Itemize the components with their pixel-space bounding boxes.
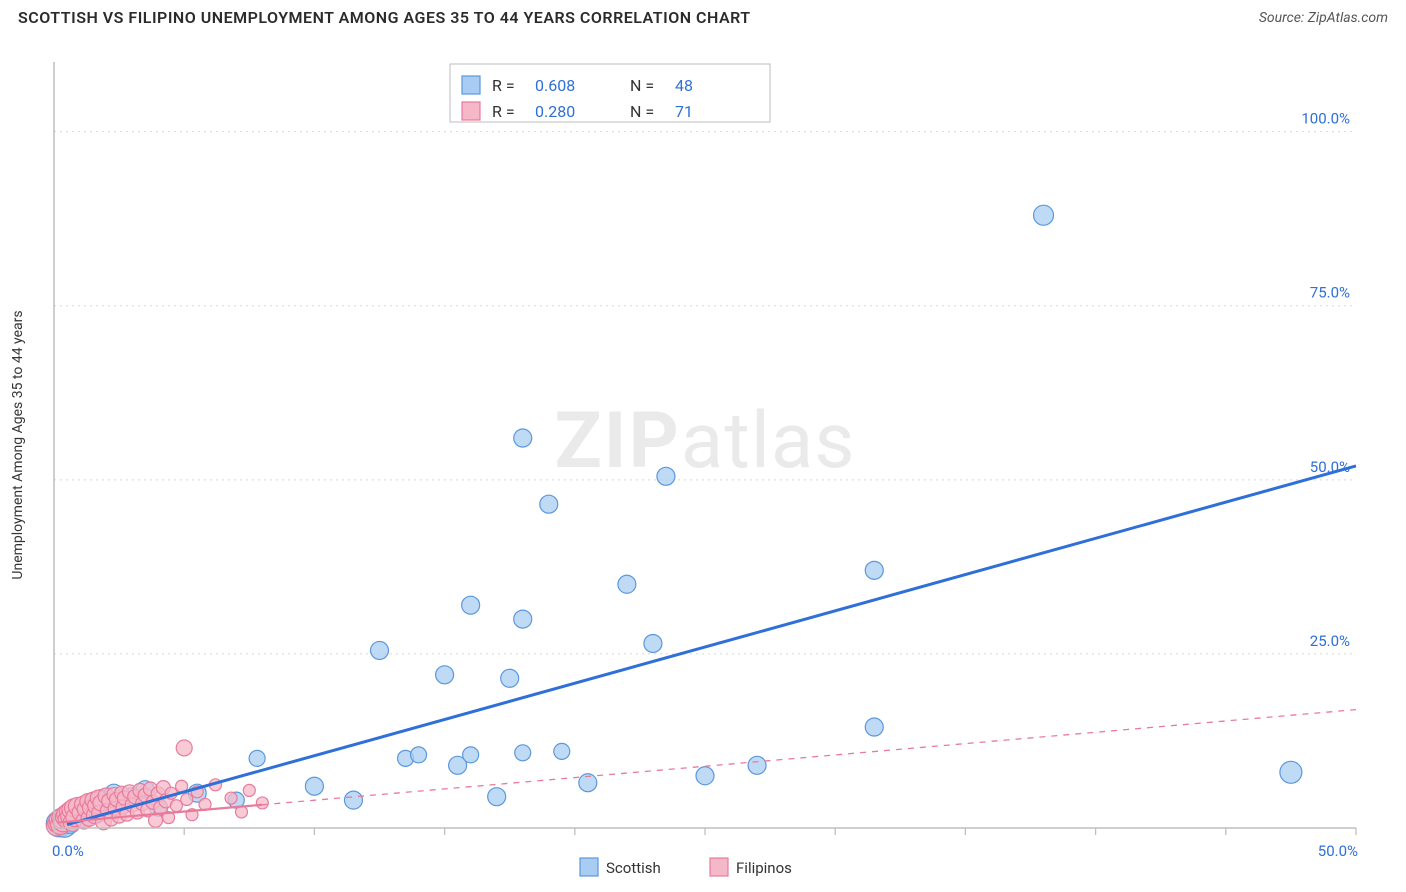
scatter-point <box>243 784 255 796</box>
stats-n-label: N = <box>630 76 654 95</box>
scatter-point <box>436 666 454 684</box>
x-tick-label: 50.0% <box>1318 842 1358 860</box>
source-prefix: Source: <box>1259 10 1308 26</box>
chart-title: SCOTTISH VS FILIPINO UNEMPLOYMENT AMONG … <box>18 8 751 27</box>
stats-r-label: R = <box>492 102 515 121</box>
scatter-point <box>1280 761 1302 783</box>
stats-n-label: N = <box>630 102 654 121</box>
legend-swatch <box>462 102 480 120</box>
scatter-point <box>463 747 479 763</box>
scatter-point <box>554 743 570 759</box>
correlation-scatter-chart: 25.0%50.0%75.0%100.0%ZIPatlas0.0%50.0%Un… <box>0 36 1406 892</box>
scatter-point <box>256 797 268 809</box>
x-tick-label: 0.0% <box>52 842 84 860</box>
scatter-point <box>696 767 714 785</box>
stats-n-value: 48 <box>675 76 693 95</box>
scatter-point <box>540 495 558 513</box>
scatter-point <box>514 429 532 447</box>
y-tick-label: 75.0% <box>1310 284 1350 302</box>
scatter-point <box>865 718 883 736</box>
source-name: ZipAtlas.com <box>1308 10 1388 26</box>
bottom-legend-swatch <box>580 858 598 876</box>
scatter-point <box>371 641 389 659</box>
stats-r-value: 0.608 <box>535 76 575 95</box>
scatter-point <box>748 756 766 774</box>
scatter-point <box>1034 205 1054 225</box>
scatter-point <box>305 777 323 795</box>
scatter-point <box>515 745 531 761</box>
scatter-point <box>344 791 362 809</box>
y-axis-title: Unemployment Among Ages 35 to 44 years <box>10 310 26 579</box>
legend-swatch <box>462 76 480 94</box>
scatter-point <box>249 750 265 766</box>
scatter-point <box>618 575 636 593</box>
source-label: Source: ZipAtlas.com <box>1259 10 1388 26</box>
scatter-point <box>501 669 519 687</box>
bottom-legend-swatch <box>710 858 728 876</box>
scatter-point <box>657 467 675 485</box>
scatter-point <box>644 634 662 652</box>
stats-r-value: 0.280 <box>535 102 575 121</box>
scatter-point <box>462 596 480 614</box>
watermark: ZIPatlas <box>554 396 855 487</box>
stats-n-value: 71 <box>675 102 693 121</box>
y-tick-label: 25.0% <box>1310 632 1350 650</box>
y-tick-label: 100.0% <box>1301 110 1350 128</box>
scatter-point <box>488 788 506 806</box>
scatter-point <box>176 740 192 756</box>
scatter-point <box>411 747 427 763</box>
bottom-legend-label: Scottish <box>606 859 661 877</box>
scatter-point <box>181 793 193 805</box>
stats-r-label: R = <box>492 76 515 95</box>
bottom-legend-label: Filipinos <box>736 859 792 877</box>
scatter-point <box>865 561 883 579</box>
scatter-point <box>225 792 237 804</box>
scatter-point <box>514 610 532 628</box>
